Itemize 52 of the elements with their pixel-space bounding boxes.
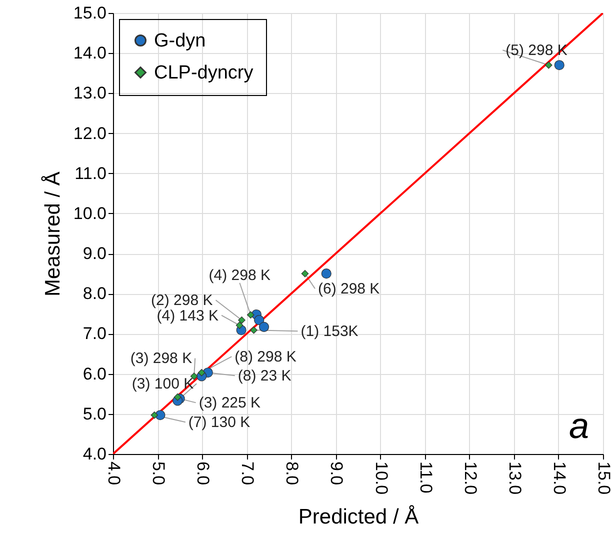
- point: [545, 61, 552, 69]
- annotation: (7) 130 K: [188, 414, 250, 432]
- legend-label: G-dyn: [154, 30, 206, 52]
- point: [258, 322, 270, 332]
- annotation: (2) 298 K: [151, 292, 213, 310]
- x-tick-label: 8.0: [282, 462, 302, 486]
- point: [246, 311, 254, 319]
- annotation: (4) 143 K: [156, 307, 219, 324]
- x-tick-label: 9.0: [327, 462, 346, 486]
- point: [554, 60, 564, 70]
- x-tick-label: 5.0: [149, 462, 168, 486]
- x-axis-title: Predicted / Å: [298, 504, 419, 529]
- y-tick-label: 5.0: [82, 404, 106, 424]
- legend-label: CLP-dyncry: [154, 62, 254, 84]
- x-tick-label: 15.0: [594, 462, 612, 495]
- point: [150, 411, 158, 419]
- x-tick-label: 14.0: [550, 462, 569, 495]
- annotation: (8) 23 K: [238, 368, 292, 385]
- point: [236, 322, 244, 329]
- y-tick-label: 14.0: [73, 44, 106, 63]
- point: [238, 316, 246, 324]
- point: [174, 393, 182, 401]
- annotation: (4) 298 K: [208, 266, 270, 284]
- point: [301, 270, 309, 278]
- annotation: (6) 298 K: [318, 280, 380, 298]
- x-tick-label: 12.0: [460, 462, 480, 495]
- x-tick-label: 4.0: [104, 462, 124, 486]
- x-tick-label: 7.0: [238, 462, 258, 486]
- point: [198, 368, 206, 376]
- x-tick-label: 6.0: [194, 462, 213, 486]
- y-tick-label: 12.0: [73, 124, 106, 143]
- annotation: a: [568, 405, 589, 446]
- y-axis-title: Measured / Å: [40, 172, 64, 296]
- y-tick-label: 10.0: [73, 204, 106, 223]
- y-tick-label: 7.0: [82, 324, 106, 344]
- y-tick-label: 4.0: [82, 444, 106, 464]
- x-tick-label: 13.0: [505, 462, 524, 495]
- x-tick-label: 11.0: [416, 462, 436, 494]
- y-tick-label: 9.0: [82, 244, 106, 264]
- y-tick-label: 11.0: [74, 164, 106, 183]
- y-tick-label: 6.0: [82, 364, 106, 384]
- annotation: (3) 298 K: [130, 350, 192, 368]
- point: [250, 326, 258, 334]
- annotation: (3) 225 K: [198, 394, 261, 412]
- y-tick-label: 13.0: [73, 84, 106, 103]
- point: [321, 268, 332, 279]
- x-tick-label: 10.0: [372, 462, 391, 495]
- annotation: (1) 153K: [300, 323, 358, 340]
- y-tick-label: 15.0: [73, 4, 106, 22]
- annotation: (8) 298 K: [234, 348, 296, 366]
- y-tick-label: 8.0: [82, 284, 106, 304]
- point: [254, 315, 264, 326]
